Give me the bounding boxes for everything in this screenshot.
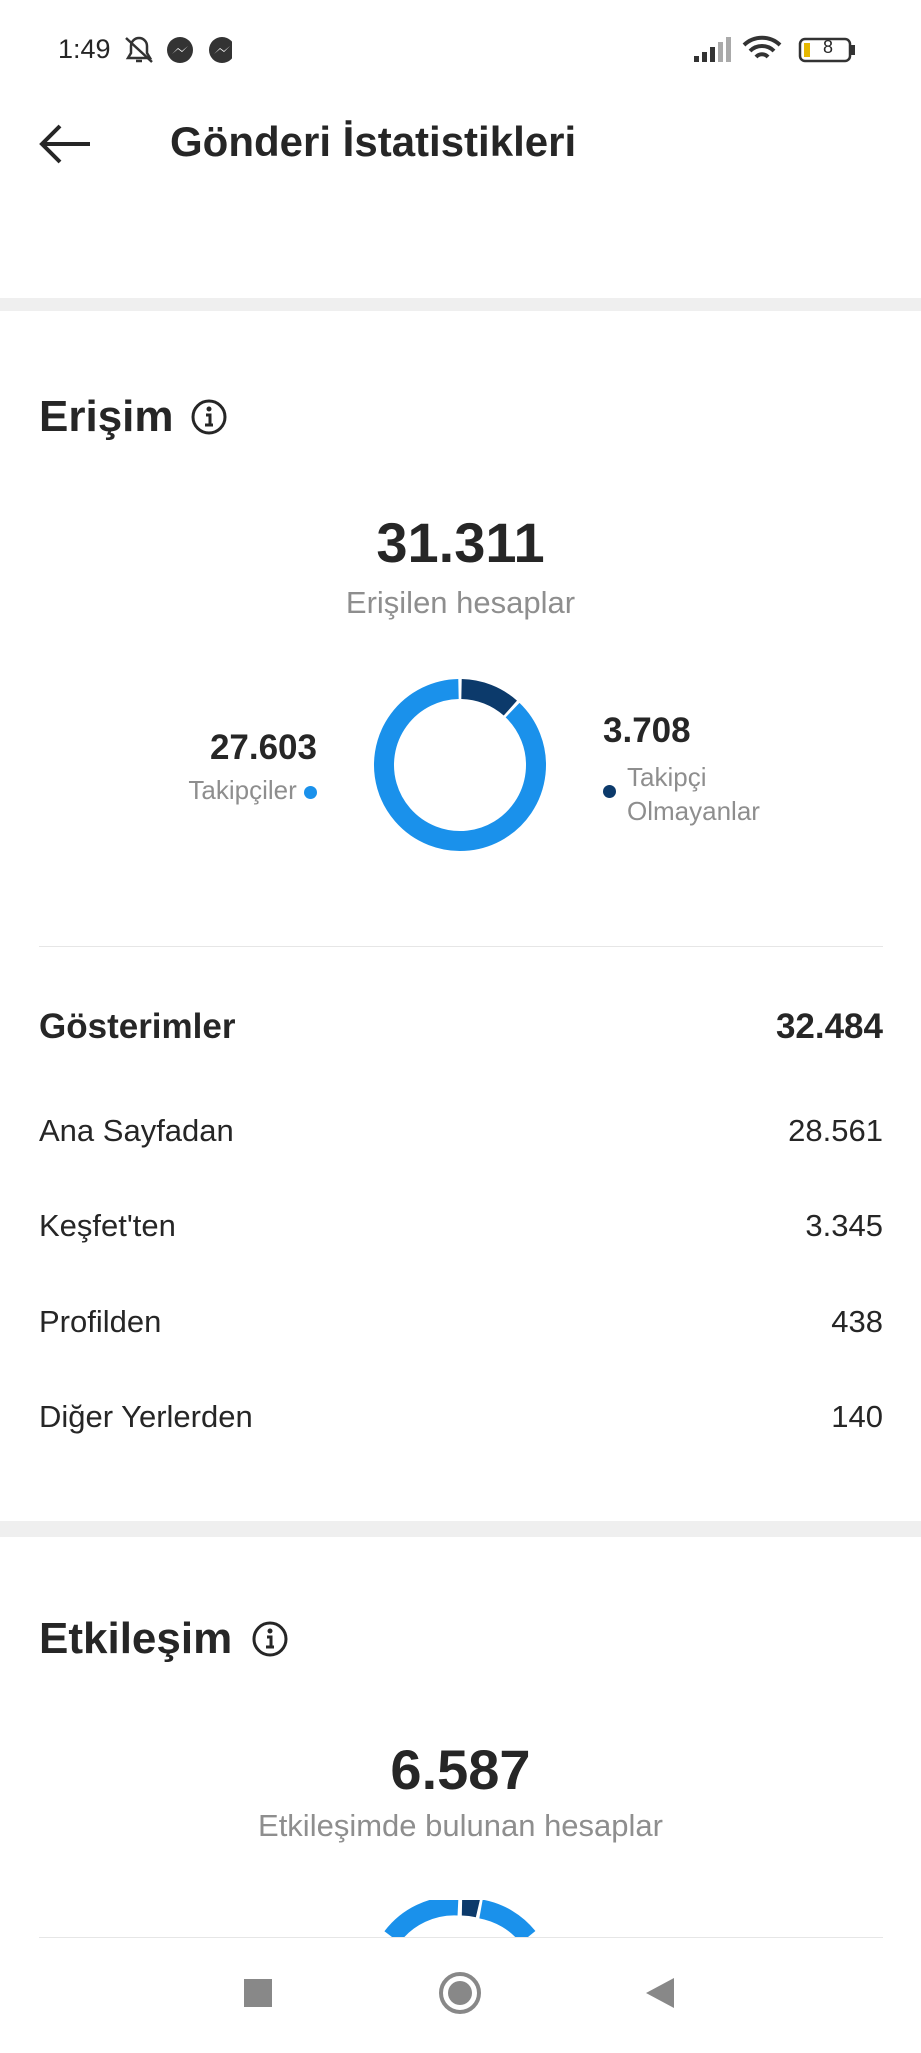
navigation-bar [0, 1938, 921, 2048]
impressions-row: Keşfet'ten 3.345 [39, 1208, 883, 1244]
nav-icons [244, 1972, 674, 2014]
recents-button[interactable] [244, 1979, 272, 2007]
engagement-total-label: Etkileşimde bulunan hesaplar [258, 1808, 663, 1843]
section-separator [0, 298, 921, 311]
row-label: Profilden [39, 1303, 162, 1339]
row-value: 28.561 [788, 1113, 883, 1148]
page-title: Gönderi İstatistikleri [170, 118, 577, 165]
reach-title: Erişim [39, 392, 174, 441]
section-separator [0, 1521, 921, 1537]
divider [39, 946, 883, 947]
reach-donut [374, 679, 546, 851]
engagement-donut-partial [384, 1900, 536, 1937]
legend-dot [304, 785, 317, 799]
engagement-info-icon[interactable] [251, 1620, 289, 1658]
engagement-total: 6.587 [390, 1738, 531, 1801]
nonfollowers-value: 3.708 [603, 711, 691, 750]
row-label: Ana Sayfadan [39, 1113, 234, 1148]
status-icons-left [125, 36, 232, 63]
impressions-header: Gösterimler 32.484 [39, 1007, 883, 1047]
home-button[interactable] [439, 1972, 481, 2014]
donut-segment [374, 679, 546, 851]
followers-legend: Takipçiler [0, 775, 317, 806]
reach-info-icon[interactable] [190, 398, 228, 436]
followers-value: 27.603 [209, 728, 317, 767]
nonfollowers-legend: Takipçi Olmayanlar [627, 762, 760, 826]
status-icons-right [694, 35, 855, 63]
row-value: 3.345 [805, 1208, 883, 1244]
donut-segment [460, 679, 517, 716]
home-button-core [448, 1981, 472, 2005]
battery-level: 8 [822, 37, 833, 57]
legend-dot [603, 785, 616, 798]
reach-total: 31.311 [376, 511, 545, 574]
legend-label: Takipçiler [188, 775, 297, 805]
row-label: Keşfet'ten [39, 1208, 176, 1244]
impressions-row: Diğer Yerlerden 140 [39, 1399, 883, 1435]
row-value: 438 [831, 1303, 883, 1339]
reach-total-label: Erişilen hesaplar [345, 585, 576, 620]
engagement-title: Etkileşim [39, 1614, 233, 1663]
divider [39, 1937, 883, 1938]
back-button[interactable] [36, 122, 96, 166]
row-label: Diğer Yerlerden [39, 1398, 253, 1434]
back-nav-button[interactable] [646, 1978, 674, 2008]
status-time: 1:49 [58, 34, 111, 64]
impressions-row: Ana Sayfadan 28.561 [39, 1113, 883, 1149]
row-value: 140 [831, 1398, 883, 1434]
impressions-title: Gösterimler [39, 1007, 236, 1046]
impressions-row: Profilden 438 [39, 1304, 883, 1340]
impressions-total: 32.484 [775, 1007, 883, 1046]
